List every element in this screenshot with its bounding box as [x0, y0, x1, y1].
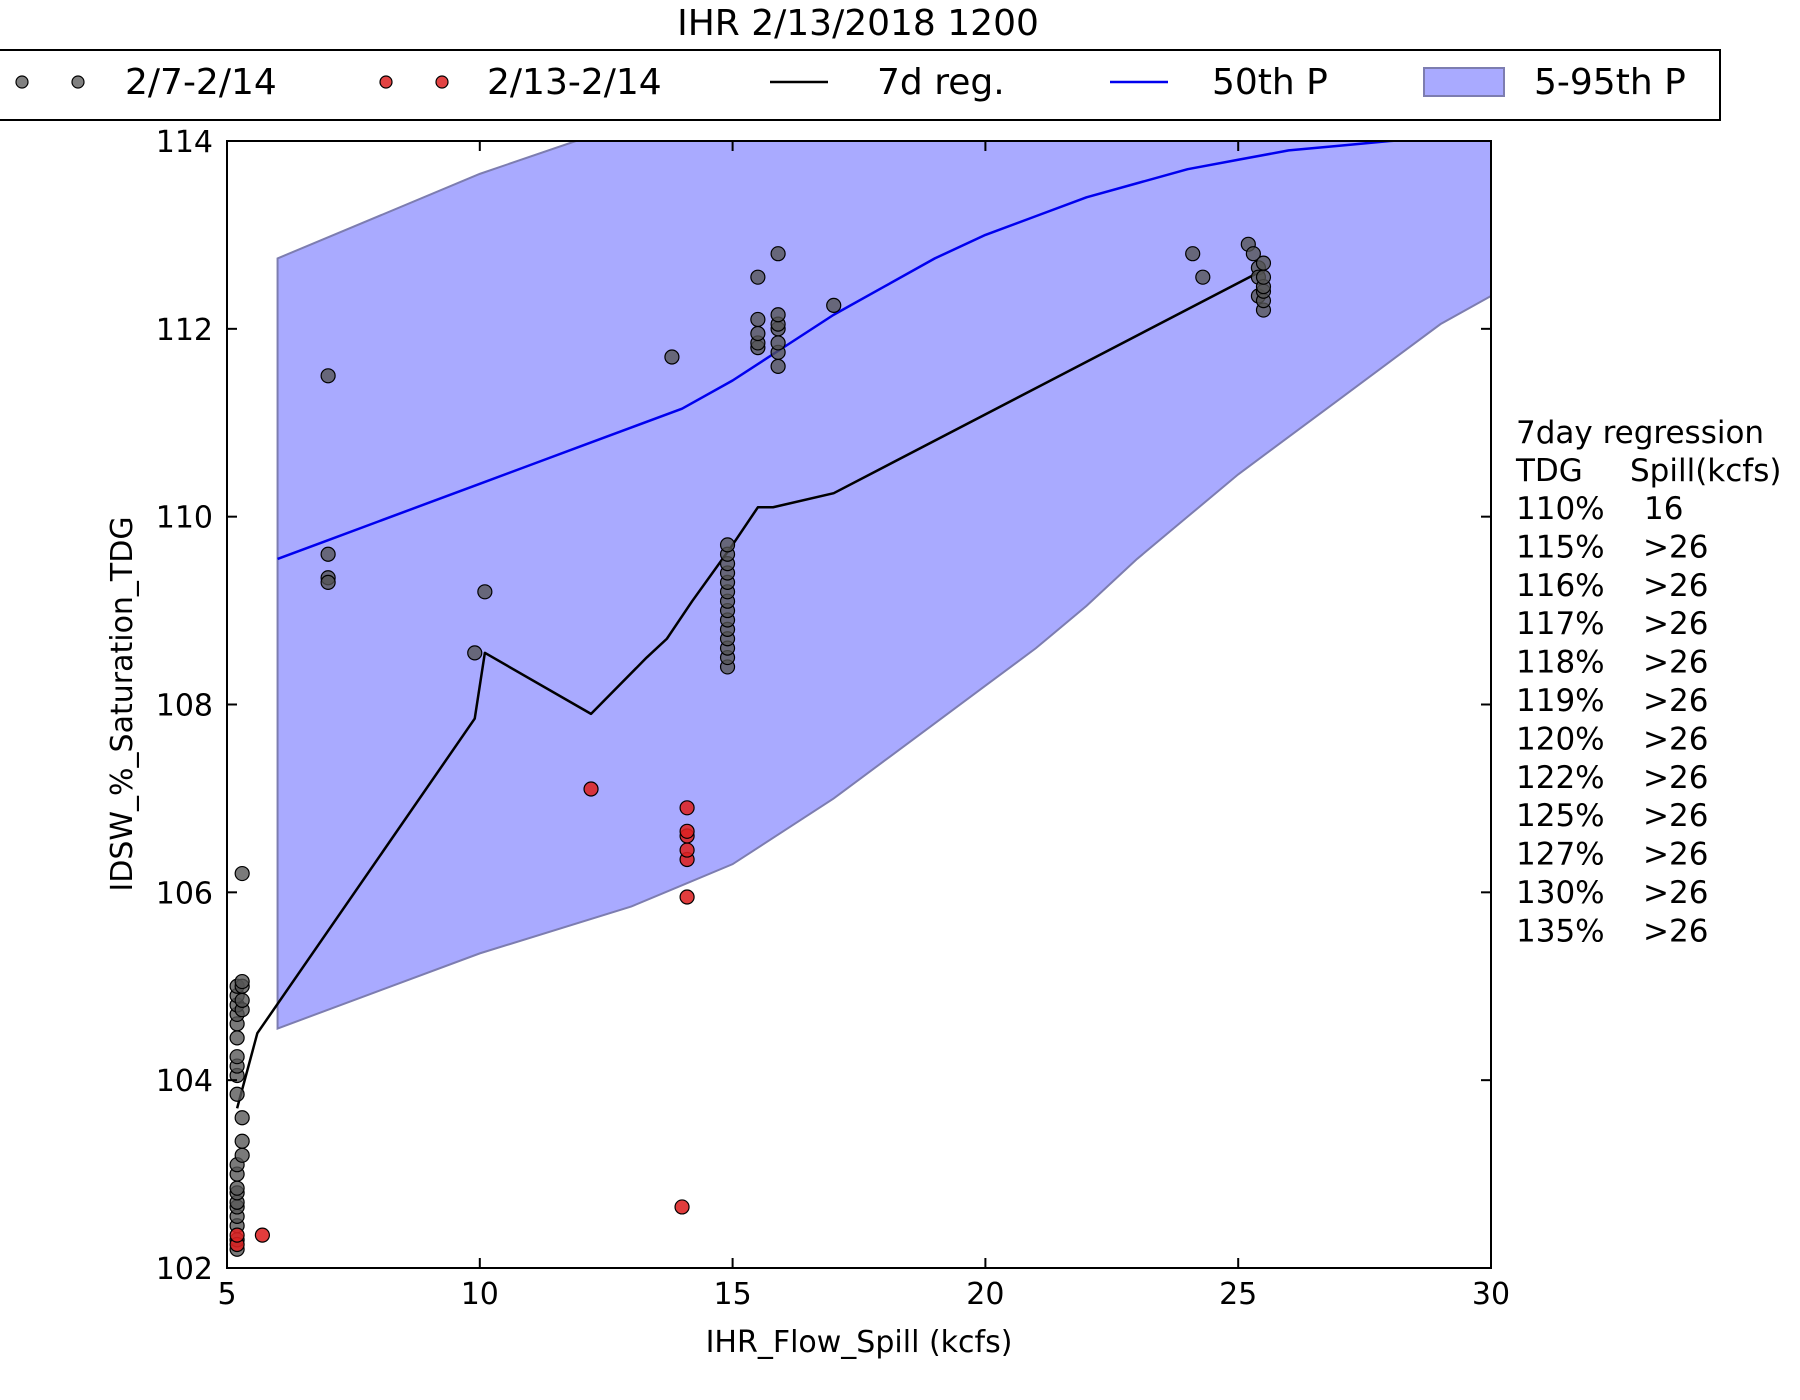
- regression-row-tdg: 135%: [1516, 913, 1605, 949]
- regression-row-spill: >26: [1643, 875, 1708, 911]
- regression-row-spill: >26: [1643, 837, 1708, 873]
- week-point: [320, 574, 336, 591]
- legend-label: 7d reg.: [877, 62, 1005, 103]
- week-point: [770, 335, 786, 351]
- week-point: [234, 865, 250, 882]
- regression-row-spill: >26: [1643, 683, 1708, 719]
- y-tick-label: 104: [156, 1064, 213, 1099]
- percentile-band: [276, 141, 1491, 1030]
- week-point: [1245, 246, 1261, 262]
- regression-row-spill: 16: [1644, 491, 1683, 527]
- regression-row-spill: >26: [1643, 568, 1708, 604]
- day-point: [679, 823, 695, 839]
- legend-label: 50th P: [1212, 62, 1328, 103]
- week-point: [826, 297, 842, 313]
- regression-row-tdg: 127%: [1516, 837, 1605, 873]
- week-point: [719, 537, 736, 553]
- week-point: [770, 246, 786, 262]
- week-point: [477, 584, 493, 600]
- regression-row-spill: >26: [1643, 721, 1708, 757]
- chart-title: IHR 2/13/2018 1200: [677, 3, 1039, 44]
- regression-row-tdg: 130%: [1516, 875, 1605, 911]
- day-point: [583, 781, 599, 797]
- x-tick-label: 15: [714, 1277, 752, 1312]
- legend-marker: [15, 75, 29, 89]
- regression-row-spill: >26: [1643, 913, 1708, 949]
- regression-row-tdg: 116%: [1516, 568, 1605, 604]
- week-point: [229, 1049, 245, 1065]
- regression-row-spill: >26: [1643, 529, 1708, 565]
- y-tick-label: 112: [156, 313, 213, 348]
- legend-marker: [71, 75, 85, 89]
- x-tick-label: 20: [966, 1277, 1004, 1312]
- regression-line: [235, 271, 1260, 1109]
- day-point: [679, 889, 695, 905]
- regression-row-tdg: 125%: [1516, 798, 1605, 834]
- legend-marker: [1423, 67, 1505, 97]
- y-tick-label: 102: [156, 1252, 213, 1287]
- legend-marker: [379, 75, 393, 89]
- week-point: [234, 1147, 250, 1163]
- y-tick-label: 110: [156, 501, 213, 536]
- regression-row-tdg: 120%: [1516, 721, 1605, 757]
- regression-row-tdg: 110%: [1516, 491, 1605, 527]
- regression-row-spill: >26: [1643, 606, 1708, 642]
- regression-row-tdg: 118%: [1516, 645, 1605, 681]
- week-point: [234, 1110, 250, 1126]
- day-point: [229, 1227, 245, 1243]
- y-tick-label: 114: [156, 125, 213, 160]
- day-point: [679, 842, 695, 858]
- week-point: [234, 992, 250, 1008]
- regression-table-title: 7day regression: [1516, 415, 1764, 451]
- regression-row-tdg: 122%: [1516, 760, 1605, 796]
- median-line: [277, 141, 1413, 561]
- week-point: [750, 325, 766, 342]
- legend-marker: [435, 75, 449, 89]
- y-axis-label: IDSW_%_Saturation_TDG: [105, 516, 140, 891]
- day-point: [674, 1199, 690, 1215]
- week-point: [1185, 246, 1201, 262]
- week-point: [770, 358, 786, 374]
- legend-label: 2/13-2/14: [487, 62, 662, 103]
- legend-label: 5-95th P: [1534, 62, 1686, 103]
- week-point: [229, 1180, 245, 1196]
- week-point: [467, 645, 483, 661]
- x-tick-label: 5: [217, 1277, 236, 1312]
- x-tick-label: 10: [461, 1277, 499, 1312]
- week-point: [770, 307, 786, 323]
- regression-row-tdg: 115%: [1516, 529, 1605, 565]
- week-point: [234, 1133, 250, 1149]
- week-point: [1195, 269, 1211, 285]
- week-point: [1255, 269, 1272, 285]
- week-point: [234, 973, 250, 990]
- x-tick-label: 25: [1219, 1277, 1257, 1312]
- regression-row-spill: >26: [1643, 760, 1708, 796]
- regression-row-tdg: 117%: [1516, 606, 1605, 642]
- week-point: [320, 546, 336, 562]
- week-point: [750, 269, 766, 285]
- regression-row-spill: >26: [1643, 798, 1708, 834]
- axes: 5 10 15 20 25 30 102 104 106 108 110 112 114: [156, 125, 1510, 1312]
- week-point: [320, 368, 336, 384]
- regression-row-spill: >26: [1643, 645, 1708, 681]
- regression-table-col-spill: Spill(kcfs): [1630, 453, 1781, 489]
- week-point: [750, 311, 766, 328]
- week-point: [1255, 255, 1272, 271]
- week-point: [229, 1030, 245, 1046]
- legend: 2/7-2/14 2/13-2/14 7d reg. 50th P 5-95th P: [15, 62, 1686, 103]
- regression-table-col-tdg: TDG: [1515, 453, 1583, 489]
- regression-row-tdg: 119%: [1516, 683, 1605, 719]
- regression-table: 7day regression TDG Spill(kcfs) 110% 16 11…: [1515, 415, 1781, 949]
- week-point: [229, 1086, 245, 1102]
- plot-area: [229, 141, 1491, 1257]
- day-point: [254, 1227, 270, 1243]
- y-tick-label: 106: [156, 876, 213, 911]
- legend-label: 2/7-2/14: [125, 62, 277, 103]
- y-tick-label: 108: [156, 689, 213, 724]
- day-point: [679, 800, 695, 816]
- x-tick-label: 30: [1472, 1277, 1510, 1312]
- week-point: [664, 349, 680, 365]
- x-axis-label: IHR_Flow_Spill (kcfs): [706, 1325, 1013, 1360]
